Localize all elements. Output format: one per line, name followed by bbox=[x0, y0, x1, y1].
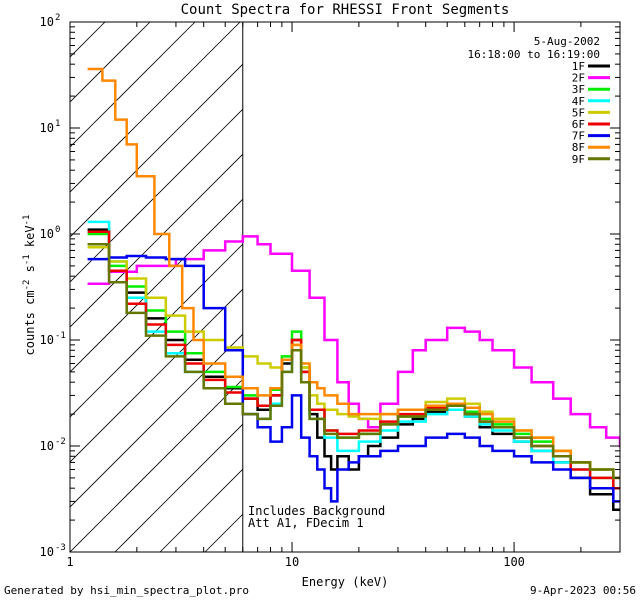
hatch-line bbox=[70, 22, 196, 148]
footer-timestamp: 9-Apr-2023 00:56 bbox=[530, 584, 636, 597]
series-2F-line bbox=[87, 235, 620, 448]
legend-label-8F: 8F bbox=[572, 141, 585, 154]
y-tick-exponent: 1 bbox=[55, 119, 60, 129]
x-tick-label: 1 bbox=[66, 555, 73, 569]
attenuator-hatch-region bbox=[0, 22, 620, 552]
y-tick-label: 10 bbox=[40, 439, 54, 453]
y-tick-exponent: -3 bbox=[55, 543, 66, 553]
y-tick-label: 10 bbox=[40, 15, 54, 29]
y-tick-label: 10 bbox=[40, 545, 54, 559]
legend-label-4F: 4F bbox=[572, 95, 585, 108]
plot-frame bbox=[69, 21, 621, 553]
hatch-line bbox=[0, 22, 15, 552]
chart-title: Count Spectra for RHESSI Front Segments bbox=[181, 2, 510, 18]
x-axis-label: Energy (keV) bbox=[302, 575, 389, 589]
legend-label-7F: 7F bbox=[572, 130, 585, 143]
hatch-line bbox=[70, 22, 331, 283]
y-tick-label: 10 bbox=[40, 227, 54, 241]
series-9F-line bbox=[87, 243, 620, 480]
y-axis-label: counts cm-2 s-1 keV-1 bbox=[22, 215, 37, 356]
y-tick-exponent: 0 bbox=[55, 225, 60, 235]
series-layer bbox=[87, 67, 620, 512]
hatch-line bbox=[70, 22, 106, 58]
legend-label-5F: 5F bbox=[572, 106, 585, 119]
hatch-line bbox=[70, 22, 286, 238]
legend-label-2F: 2F bbox=[572, 72, 585, 85]
legend-label-3F: 3F bbox=[572, 83, 585, 96]
legend-date: 5-Aug-2002 bbox=[534, 35, 600, 48]
series-7F-line bbox=[87, 254, 620, 503]
legend-label-9F: 9F bbox=[572, 153, 585, 166]
legend-label-1F: 1F bbox=[572, 60, 585, 73]
y-tick-label: 10 bbox=[40, 333, 54, 347]
y-tick-exponent: -2 bbox=[55, 437, 66, 447]
legend-time-range: 16:18:00 to 16:19:00 bbox=[468, 48, 600, 61]
x-tick-label: 100 bbox=[503, 555, 525, 569]
legend-label-6F: 6F bbox=[572, 118, 585, 131]
y-tick-label: 10 bbox=[40, 121, 54, 135]
y-tick-exponent: -1 bbox=[55, 331, 66, 341]
annotation-attenuator: Att A1, FDecim 1 bbox=[248, 516, 364, 530]
x-tick-label: 10 bbox=[285, 555, 299, 569]
annotation-background: Includes Background bbox=[248, 504, 385, 518]
footer-generated-by: Generated by hsi_min_spectra_plot.pro bbox=[4, 584, 249, 597]
hatch-mask bbox=[242, 22, 620, 552]
y-tick-exponent: 2 bbox=[55, 13, 60, 23]
hatch-line bbox=[70, 22, 241, 193]
